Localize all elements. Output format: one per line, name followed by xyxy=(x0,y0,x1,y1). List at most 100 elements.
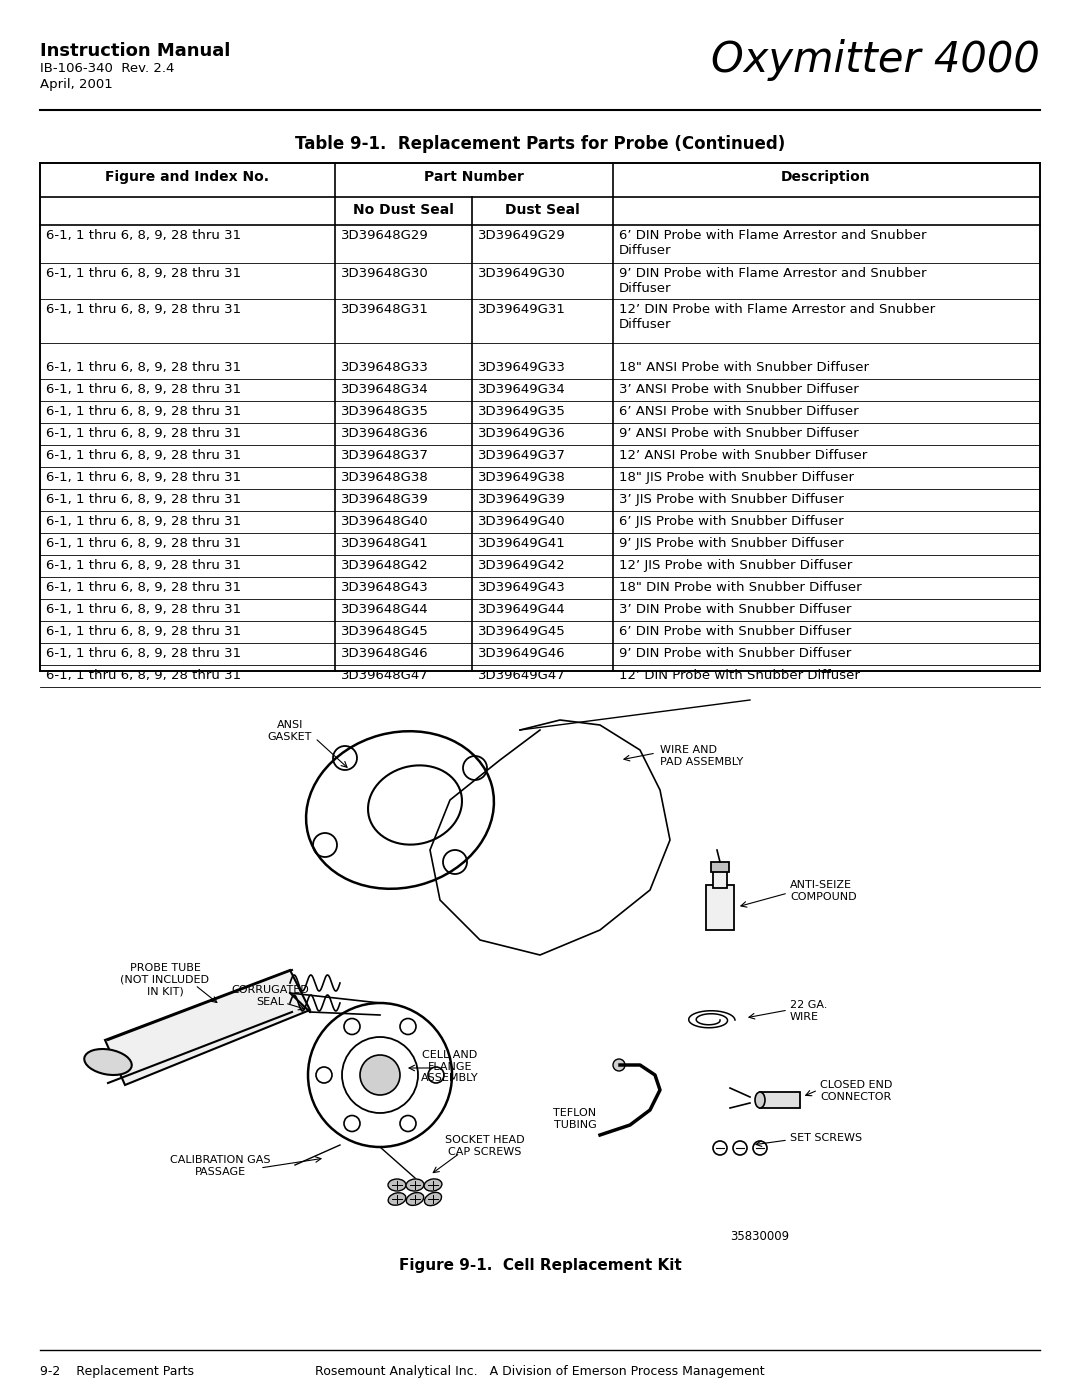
Text: CLOSED END
CONNECTOR: CLOSED END CONNECTOR xyxy=(820,1080,892,1102)
Text: 3D39648G30: 3D39648G30 xyxy=(341,267,429,279)
Ellipse shape xyxy=(424,1179,442,1192)
Bar xyxy=(40,197,1040,225)
Text: 6-1, 1 thru 6, 8, 9, 28 thru 31: 6-1, 1 thru 6, 8, 9, 28 thru 31 xyxy=(46,515,241,528)
Text: 3D39648G37: 3D39648G37 xyxy=(341,448,429,462)
Text: WIRE AND
PAD ASSEMBLY: WIRE AND PAD ASSEMBLY xyxy=(660,745,743,767)
Text: 6-1, 1 thru 6, 8, 9, 28 thru 31: 6-1, 1 thru 6, 8, 9, 28 thru 31 xyxy=(46,229,241,242)
Text: Description: Description xyxy=(781,170,870,184)
Text: 6’ DIN Probe with Flame Arrestor and Snubber
Diffuser: 6’ DIN Probe with Flame Arrestor and Snu… xyxy=(619,229,927,257)
Text: Figure and Index No.: Figure and Index No. xyxy=(105,170,269,184)
Ellipse shape xyxy=(406,1179,424,1192)
Ellipse shape xyxy=(755,1092,765,1108)
Text: CORRUGATED
SEAL: CORRUGATED SEAL xyxy=(231,985,309,1007)
Text: 12’ JIS Probe with Snubber Diffuser: 12’ JIS Probe with Snubber Diffuser xyxy=(619,559,852,571)
Bar xyxy=(760,1092,800,1108)
Text: 9-2    Replacement Parts: 9-2 Replacement Parts xyxy=(40,1365,194,1377)
Text: 6’ ANSI Probe with Snubber Diffuser: 6’ ANSI Probe with Snubber Diffuser xyxy=(619,405,859,418)
Text: Instruction Manual: Instruction Manual xyxy=(40,42,230,60)
Text: Table 9-1.  Replacement Parts for Probe (Continued): Table 9-1. Replacement Parts for Probe (… xyxy=(295,136,785,154)
Text: TEFLON
TUBING: TEFLON TUBING xyxy=(553,1108,596,1130)
Text: 18" JIS Probe with Snubber Diffuser: 18" JIS Probe with Snubber Diffuser xyxy=(619,471,854,483)
Text: 3D39649G33: 3D39649G33 xyxy=(478,360,566,374)
Text: CELL AND
FLANGE
ASSEMBLY: CELL AND FLANGE ASSEMBLY xyxy=(421,1051,478,1083)
Text: 3D39648G46: 3D39648G46 xyxy=(341,647,429,659)
Ellipse shape xyxy=(406,1193,423,1206)
Text: 9’ ANSI Probe with Snubber Diffuser: 9’ ANSI Probe with Snubber Diffuser xyxy=(619,427,859,440)
Text: No Dust Seal: No Dust Seal xyxy=(352,203,454,217)
Bar xyxy=(40,163,1040,671)
Polygon shape xyxy=(105,970,310,1085)
Text: 3D39648G31: 3D39648G31 xyxy=(341,303,429,316)
Text: 3D39648G34: 3D39648G34 xyxy=(341,383,429,395)
Text: 3D39649G42: 3D39649G42 xyxy=(478,559,566,571)
Text: SOCKET HEAD
CAP SCREWS: SOCKET HEAD CAP SCREWS xyxy=(445,1134,525,1157)
Text: 35830009: 35830009 xyxy=(730,1229,789,1243)
Text: 6-1, 1 thru 6, 8, 9, 28 thru 31: 6-1, 1 thru 6, 8, 9, 28 thru 31 xyxy=(46,604,241,616)
Text: 18" ANSI Probe with Snubber Diffuser: 18" ANSI Probe with Snubber Diffuser xyxy=(619,360,869,374)
Text: 3D39649G39: 3D39649G39 xyxy=(478,493,566,506)
Text: 6’ DIN Probe with Snubber Diffuser: 6’ DIN Probe with Snubber Diffuser xyxy=(619,624,851,638)
Text: SET SCREWS: SET SCREWS xyxy=(789,1133,862,1143)
Text: 18" DIN Probe with Snubber Diffuser: 18" DIN Probe with Snubber Diffuser xyxy=(619,581,862,594)
Text: 6-1, 1 thru 6, 8, 9, 28 thru 31: 6-1, 1 thru 6, 8, 9, 28 thru 31 xyxy=(46,581,241,594)
Text: 9’ JIS Probe with Snubber Diffuser: 9’ JIS Probe with Snubber Diffuser xyxy=(619,536,843,550)
Text: 6-1, 1 thru 6, 8, 9, 28 thru 31: 6-1, 1 thru 6, 8, 9, 28 thru 31 xyxy=(46,647,241,659)
Circle shape xyxy=(360,1055,400,1095)
Ellipse shape xyxy=(388,1179,406,1192)
Bar xyxy=(706,886,734,930)
Text: 3D39648G45: 3D39648G45 xyxy=(341,624,429,638)
Text: 6-1, 1 thru 6, 8, 9, 28 thru 31: 6-1, 1 thru 6, 8, 9, 28 thru 31 xyxy=(46,360,241,374)
Text: 6-1, 1 thru 6, 8, 9, 28 thru 31: 6-1, 1 thru 6, 8, 9, 28 thru 31 xyxy=(46,405,241,418)
Text: Rosemount Analytical Inc.   A Division of Emerson Process Management: Rosemount Analytical Inc. A Division of … xyxy=(315,1365,765,1377)
Text: 3D39649G31: 3D39649G31 xyxy=(478,303,566,316)
Text: 22 GA.
WIRE: 22 GA. WIRE xyxy=(789,1000,827,1021)
Text: Part Number: Part Number xyxy=(424,170,524,184)
Text: 3D39649G38: 3D39649G38 xyxy=(478,471,566,483)
Text: 3D39648G35: 3D39648G35 xyxy=(341,405,429,418)
Text: April, 2001: April, 2001 xyxy=(40,78,112,91)
Text: 6-1, 1 thru 6, 8, 9, 28 thru 31: 6-1, 1 thru 6, 8, 9, 28 thru 31 xyxy=(46,624,241,638)
Text: 3D39648G39: 3D39648G39 xyxy=(341,493,429,506)
Text: 6-1, 1 thru 6, 8, 9, 28 thru 31: 6-1, 1 thru 6, 8, 9, 28 thru 31 xyxy=(46,427,241,440)
Text: 6-1, 1 thru 6, 8, 9, 28 thru 31: 6-1, 1 thru 6, 8, 9, 28 thru 31 xyxy=(46,267,241,279)
Text: CALIBRATION GAS
PASSAGE: CALIBRATION GAS PASSAGE xyxy=(170,1155,270,1176)
Text: 3D39648G36: 3D39648G36 xyxy=(341,427,429,440)
Text: 3D39648G40: 3D39648G40 xyxy=(341,515,429,528)
Text: 3D39648G47: 3D39648G47 xyxy=(341,669,429,682)
Circle shape xyxy=(613,1059,625,1071)
Text: 3D39649G35: 3D39649G35 xyxy=(478,405,566,418)
Text: ANTI-SEIZE
COMPOUND: ANTI-SEIZE COMPOUND xyxy=(789,880,856,901)
Text: 6-1, 1 thru 6, 8, 9, 28 thru 31: 6-1, 1 thru 6, 8, 9, 28 thru 31 xyxy=(46,471,241,483)
Text: 3D39648G43: 3D39648G43 xyxy=(341,581,429,594)
Bar xyxy=(711,862,729,872)
Text: 3D39648G41: 3D39648G41 xyxy=(341,536,429,550)
Text: 3D39649G41: 3D39649G41 xyxy=(478,536,566,550)
Text: 3D39649G29: 3D39649G29 xyxy=(478,229,566,242)
Bar xyxy=(40,163,1040,197)
Text: 6-1, 1 thru 6, 8, 9, 28 thru 31: 6-1, 1 thru 6, 8, 9, 28 thru 31 xyxy=(46,303,241,316)
Text: 3D39648G33: 3D39648G33 xyxy=(341,360,429,374)
Text: 3D39649G45: 3D39649G45 xyxy=(478,624,566,638)
Text: 6-1, 1 thru 6, 8, 9, 28 thru 31: 6-1, 1 thru 6, 8, 9, 28 thru 31 xyxy=(46,669,241,682)
Text: Oxymitter 4000: Oxymitter 4000 xyxy=(711,39,1040,81)
Text: 3D39649G34: 3D39649G34 xyxy=(478,383,566,395)
Text: 3D39649G40: 3D39649G40 xyxy=(478,515,566,528)
Text: 6-1, 1 thru 6, 8, 9, 28 thru 31: 6-1, 1 thru 6, 8, 9, 28 thru 31 xyxy=(46,493,241,506)
Text: 12’ ANSI Probe with Snubber Diffuser: 12’ ANSI Probe with Snubber Diffuser xyxy=(619,448,867,462)
Text: 6-1, 1 thru 6, 8, 9, 28 thru 31: 6-1, 1 thru 6, 8, 9, 28 thru 31 xyxy=(46,448,241,462)
Text: Dust Seal: Dust Seal xyxy=(504,203,579,217)
Text: 3’ ANSI Probe with Snubber Diffuser: 3’ ANSI Probe with Snubber Diffuser xyxy=(619,383,859,395)
Text: 3D39648G29: 3D39648G29 xyxy=(341,229,429,242)
Text: 3D39648G38: 3D39648G38 xyxy=(341,471,429,483)
Ellipse shape xyxy=(84,1049,132,1076)
Ellipse shape xyxy=(388,1193,406,1206)
Text: 3D39649G30: 3D39649G30 xyxy=(478,267,566,279)
Text: 3D39649G44: 3D39649G44 xyxy=(478,604,566,616)
Text: 3D39649G37: 3D39649G37 xyxy=(478,448,566,462)
Text: PROBE TUBE
(NOT INCLUDED
IN KIT): PROBE TUBE (NOT INCLUDED IN KIT) xyxy=(121,963,210,996)
Text: 9’ DIN Probe with Flame Arrestor and Snubber
Diffuser: 9’ DIN Probe with Flame Arrestor and Snu… xyxy=(619,267,927,295)
Text: 9’ DIN Probe with Snubber Diffuser: 9’ DIN Probe with Snubber Diffuser xyxy=(619,647,851,659)
Text: 3D39649G36: 3D39649G36 xyxy=(478,427,566,440)
Text: 6-1, 1 thru 6, 8, 9, 28 thru 31: 6-1, 1 thru 6, 8, 9, 28 thru 31 xyxy=(46,559,241,571)
Text: IB-106-340  Rev. 2.4: IB-106-340 Rev. 2.4 xyxy=(40,61,174,75)
